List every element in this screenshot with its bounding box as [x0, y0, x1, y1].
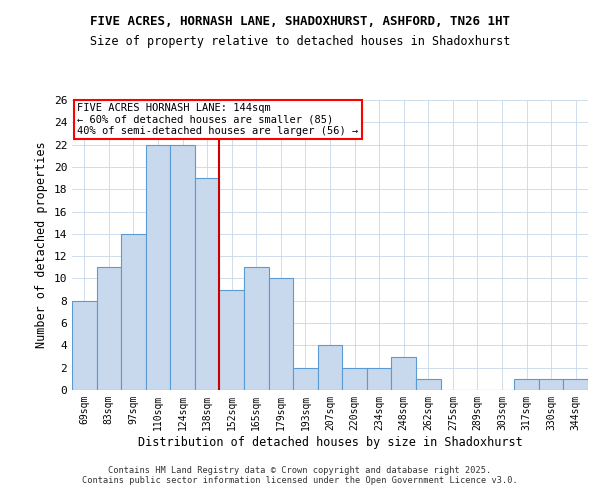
- Bar: [244, 268, 269, 390]
- Bar: [514, 379, 539, 390]
- Bar: [342, 368, 367, 390]
- Bar: [318, 346, 342, 390]
- Bar: [195, 178, 220, 390]
- Bar: [72, 301, 97, 390]
- Text: Size of property relative to detached houses in Shadoxhurst: Size of property relative to detached ho…: [90, 35, 510, 48]
- X-axis label: Distribution of detached houses by size in Shadoxhurst: Distribution of detached houses by size …: [137, 436, 523, 448]
- Text: FIVE ACRES, HORNASH LANE, SHADOXHURST, ASHFORD, TN26 1HT: FIVE ACRES, HORNASH LANE, SHADOXHURST, A…: [90, 15, 510, 28]
- Bar: [121, 234, 146, 390]
- Y-axis label: Number of detached properties: Number of detached properties: [35, 142, 48, 348]
- Bar: [416, 379, 440, 390]
- Text: Contains HM Land Registry data © Crown copyright and database right 2025.
Contai: Contains HM Land Registry data © Crown c…: [82, 466, 518, 485]
- Bar: [391, 356, 416, 390]
- Bar: [367, 368, 391, 390]
- Text: FIVE ACRES HORNASH LANE: 144sqm
← 60% of detached houses are smaller (85)
40% of: FIVE ACRES HORNASH LANE: 144sqm ← 60% of…: [77, 103, 358, 136]
- Bar: [146, 144, 170, 390]
- Bar: [220, 290, 244, 390]
- Bar: [293, 368, 318, 390]
- Bar: [97, 268, 121, 390]
- Bar: [170, 144, 195, 390]
- Bar: [269, 278, 293, 390]
- Bar: [539, 379, 563, 390]
- Bar: [563, 379, 588, 390]
